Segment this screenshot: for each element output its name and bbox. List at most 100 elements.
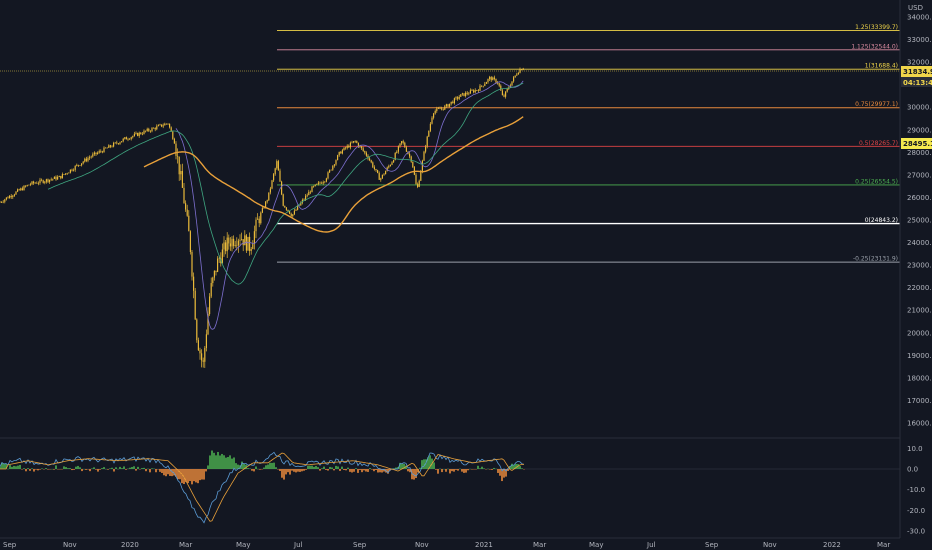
candle-body [341,150,343,154]
histogram-bar [135,469,137,471]
candle-body [247,236,249,251]
histogram-bar [513,465,515,469]
countdown-value: 04:13:41 [903,79,932,87]
candle-body [84,158,86,162]
histogram-bar [325,469,327,470]
candle-body [117,143,119,144]
histogram-bar [73,469,75,470]
candle-body [255,219,257,232]
histogram-bar [387,469,389,474]
candle-body [373,167,375,169]
candle-body [335,160,337,165]
time-tick-label: 2022 [823,541,841,549]
candle-body [23,185,25,191]
candle-body [229,243,231,247]
oscillator-axis[interactable]: 10.0 0.0 -10.0 -20.0 -30.0 [907,445,925,536]
candle-body [285,207,287,210]
histogram-bar [519,466,521,469]
level-price-badge: 28495.1 [901,138,932,149]
candle-body [50,179,52,180]
price-pane[interactable]: 1.25(33399.7) 1.125(32544.0) 1(31688.4) 0.7… [0,24,900,368]
time-tick-label: Nov [763,541,777,549]
price-tick-label: 16000.0 [907,420,932,428]
candle-body [31,181,33,185]
candle-body [330,169,332,171]
candle-body [92,154,94,157]
histogram-bar [199,469,201,481]
histogram-bar [33,469,35,472]
histogram-bar [401,463,403,469]
histogram-bar [339,469,341,471]
candle-body [505,91,507,97]
candle-body [377,170,379,173]
histogram-bar [67,468,69,469]
candle-body [487,79,489,83]
candle-body [329,170,331,173]
candlestick-series[interactable] [0,67,524,368]
histogram-bar [253,469,255,472]
candle-body [250,249,252,251]
fib-level[interactable]: 1(31688.4) [277,63,900,70]
osc-tick-label: 0.0 [907,466,918,474]
time-tick-label: Mar [877,541,890,549]
candle-body [225,242,227,252]
candle-body [309,191,311,193]
fib-level[interactable]: -0.25(23131.9) [277,256,900,263]
histogram-bar [417,469,419,473]
histogram-bar [99,469,101,470]
histogram-bar [427,457,429,469]
candle-body [55,176,57,180]
ma-mid-line[interactable] [47,82,524,285]
candle-body [453,98,455,104]
candle-body [44,181,46,183]
candle-body [362,148,364,151]
histogram-bar [0,466,1,469]
candle-body [34,182,36,184]
candle-body [349,142,351,148]
candle-body [425,146,427,152]
candle-body [53,176,55,179]
candle-body [391,162,393,165]
price-tick-label: 27000.0 [907,171,932,179]
histogram-bar [109,468,111,469]
candle-body [169,123,171,128]
candle-body [517,72,519,75]
histogram-bar [145,469,147,472]
fib-level[interactable]: 0(24843.2) [277,217,900,225]
fib-level[interactable]: 0.5(28265.7) [277,140,900,147]
fib-level[interactable]: 0.75(29977.1) [277,101,900,108]
candle-body [60,175,62,179]
candle-body [506,89,508,92]
fib-level[interactable]: 0.25(26554.5) [277,178,900,185]
histogram-bar [141,468,143,469]
ma-slow-line[interactable] [143,116,524,233]
signal-line [0,452,525,522]
price-axis[interactable]: 34000.033000.032000.031000.030000.029000… [907,14,932,428]
histogram-bar [55,465,57,469]
fib-level[interactable]: 1.125(32544.0) [277,43,900,50]
price-tick-label: 22000.0 [907,284,932,292]
candle-body [218,258,220,260]
ma-fast-line[interactable] [175,80,524,330]
histogram-bar [491,469,493,470]
histogram-bar [379,469,381,473]
candle-body [439,108,441,110]
candle-body [465,92,467,97]
candle-body [193,276,195,291]
histogram-bar [503,469,505,478]
candle-body [7,197,9,199]
histogram-bar [399,462,401,469]
histogram-bar [71,469,73,471]
histogram-bar [271,462,273,469]
candle-body [498,83,500,86]
osc-tick-label: -30.0 [907,528,925,536]
histogram-bar [451,469,453,472]
candle-body [460,94,462,97]
time-axis[interactable]: Sep Nov 2020 Mar May Jul Sep Nov 2021 Mar May Jul Se… [3,541,890,549]
fib-level[interactable]: 1.25(33399.7) [277,24,900,31]
oscillator-pane[interactable] [0,450,900,524]
candle-body [338,151,340,156]
candle-body [426,136,428,147]
histogram-bar [205,469,207,472]
